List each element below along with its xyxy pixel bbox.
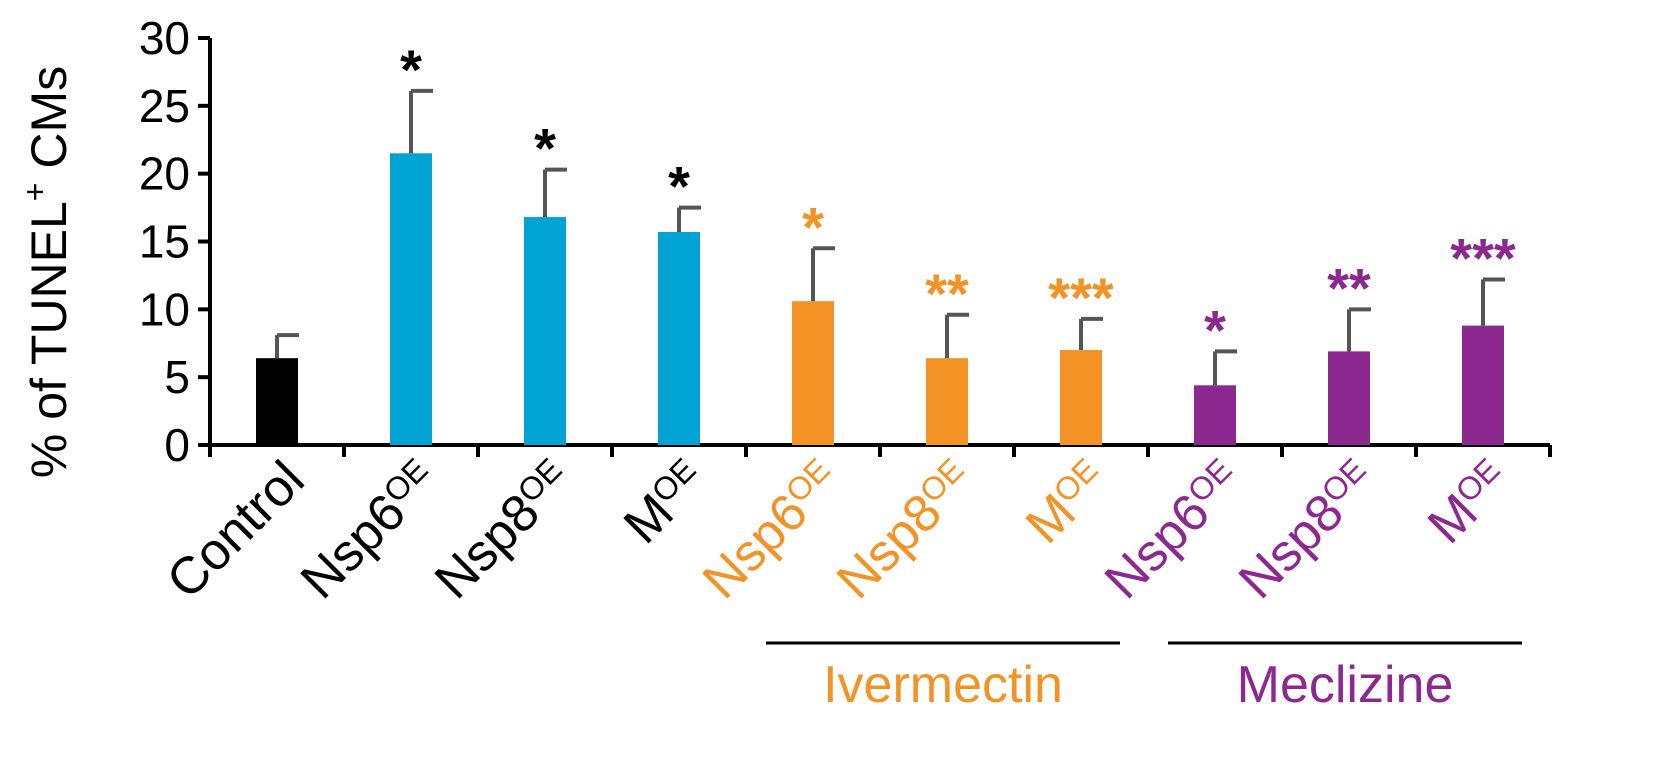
significance-marker: *	[534, 117, 556, 180]
significance-marker: **	[925, 262, 969, 325]
significance-marker: **	[1327, 256, 1371, 319]
y-tick-label: 15	[139, 216, 190, 268]
significance-marker: ***	[1450, 226, 1516, 289]
bar	[926, 358, 968, 445]
bar	[1060, 350, 1102, 445]
x-tick-label: MOE	[1015, 450, 1119, 554]
y-axis-label-sup: +	[17, 183, 53, 202]
y-tick-label: 25	[139, 80, 190, 132]
y-tick-label: 0	[164, 419, 190, 471]
y-tick-label: 10	[139, 283, 190, 335]
significance-marker: ***	[1048, 266, 1114, 329]
x-tick-label: Nsp8OE	[1228, 450, 1388, 610]
y-tick-label: 30	[139, 12, 190, 64]
x-tick-label: MOE	[1417, 450, 1521, 554]
x-tick-label: Nsp6OE	[1094, 450, 1254, 610]
bar	[1462, 325, 1504, 445]
y-tick-label: 5	[164, 351, 190, 403]
bar	[792, 301, 834, 445]
y-tick-label: 20	[139, 148, 190, 200]
y-axis-label-main: % of TUNEL	[21, 201, 77, 478]
bar	[390, 153, 432, 446]
x-tick-label: Control	[156, 450, 316, 610]
significance-marker: *	[400, 38, 422, 101]
bar	[658, 232, 700, 445]
significance-marker: *	[1204, 298, 1226, 361]
group-label: Meclizine	[1237, 656, 1454, 714]
x-tick-label: Nsp6OE	[290, 450, 450, 610]
x-tick-label: Nsp8OE	[826, 450, 986, 610]
bar	[1194, 385, 1236, 445]
significance-marker: *	[802, 195, 824, 258]
y-axis-label-suffix: CMs	[21, 66, 77, 183]
x-tick-label-main: Control	[156, 450, 316, 610]
bar	[1328, 351, 1370, 445]
bar	[256, 358, 298, 445]
x-tick-label: Nsp6OE	[692, 450, 852, 610]
x-tick-label: MOE	[613, 450, 717, 554]
group-label: Ivermectin	[823, 656, 1063, 714]
y-axis-label: % of TUNEL+ CMs	[17, 66, 77, 478]
significance-marker: *	[668, 155, 690, 218]
bar	[524, 217, 566, 445]
x-tick-label: Nsp8OE	[424, 450, 584, 610]
